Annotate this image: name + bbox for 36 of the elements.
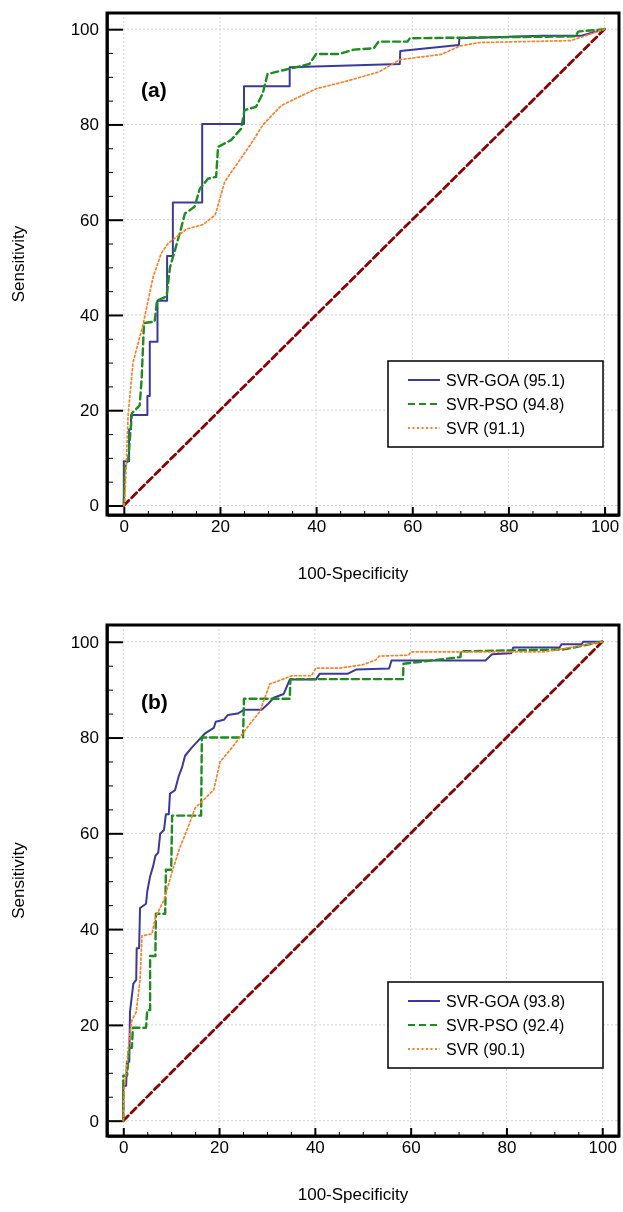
legend-label: SVR-PSO (92.4) [446, 1017, 565, 1034]
annotation: (b) [141, 690, 168, 713]
x-tick-label: 20 [210, 1138, 230, 1158]
y-tick-label: 80 [80, 728, 99, 748]
y-tick-label: 100 [70, 20, 99, 40]
y-axis-title: Sensitivity [9, 225, 28, 303]
y-tick-label: 40 [80, 305, 99, 325]
y-tick-label: 60 [80, 824, 99, 844]
legend-label: SVR-GOA (95.1) [446, 372, 566, 389]
x-tick-label: 80 [497, 1138, 517, 1158]
x-tick-label: 40 [307, 517, 327, 537]
x-tick-label: 80 [499, 517, 519, 537]
x-tick-label: 20 [211, 517, 230, 537]
annotation: (a) [141, 78, 167, 101]
x-axis-title: 100-Specificity [297, 564, 409, 583]
x-tick-label: 0 [119, 1138, 129, 1158]
x-tick-label: 60 [401, 1138, 421, 1158]
x-tick-label: 100 [590, 517, 620, 537]
legend-label: SVR (90.1) [446, 1041, 526, 1058]
y-tick-label: 60 [80, 210, 99, 230]
y-tick-label: 0 [89, 1111, 99, 1131]
y-tick-label: 80 [80, 115, 99, 135]
legend-label: SVR (91.1) [446, 420, 526, 437]
legend-label: SVR-GOA (93.8) [446, 993, 566, 1010]
y-tick-label: 40 [80, 920, 99, 940]
y-tick-label: 20 [80, 401, 99, 421]
x-tick-label: 0 [119, 517, 130, 537]
x-tick-label: 60 [403, 517, 423, 537]
y-tick-label: 100 [70, 632, 99, 652]
x-axis-title: 100-Specificity [297, 1185, 409, 1204]
y-tick-label: 0 [89, 496, 99, 516]
x-tick-label: 100 [588, 1138, 617, 1158]
y-tick-label: 20 [80, 1015, 99, 1035]
y-axis-title: Sensitivity [9, 841, 28, 919]
x-tick-label: 40 [305, 1138, 325, 1158]
legend-label: SVR-PSO (94.8) [446, 396, 565, 413]
